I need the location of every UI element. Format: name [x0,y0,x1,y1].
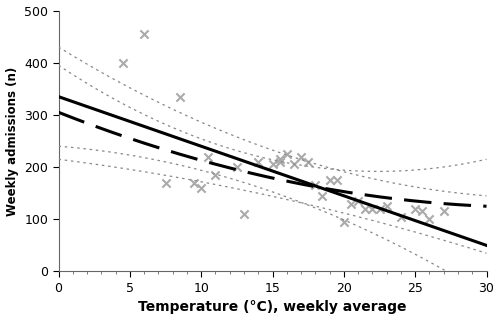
Point [268,162,276,167]
Point [190,180,198,185]
Point [276,159,283,164]
Point [397,214,405,219]
Point [197,185,205,190]
Point [326,178,334,183]
Point [240,212,248,217]
Point [440,209,448,214]
Point [204,154,212,159]
Point [276,157,283,162]
Point [118,60,126,65]
Point [426,217,434,222]
Point [233,164,241,170]
Point [354,198,362,204]
Point [361,206,369,212]
Point [140,31,148,36]
Point [332,178,340,183]
Point [368,206,376,212]
Point [297,154,305,159]
Point [347,201,355,206]
Point [411,206,419,212]
Y-axis label: Weekly admissions (n): Weekly admissions (n) [6,66,18,216]
Point [283,151,291,156]
Point [418,209,426,214]
Point [376,206,384,212]
Point [162,180,170,185]
Point [318,193,326,198]
Point [290,162,298,167]
Point [254,159,262,164]
Point [304,159,312,164]
Point [212,172,220,178]
Point [382,204,390,209]
X-axis label: Temperature (°C), weekly average: Temperature (°C), weekly average [138,300,407,315]
Point [340,219,348,224]
Point [312,183,320,188]
Point [176,94,184,99]
